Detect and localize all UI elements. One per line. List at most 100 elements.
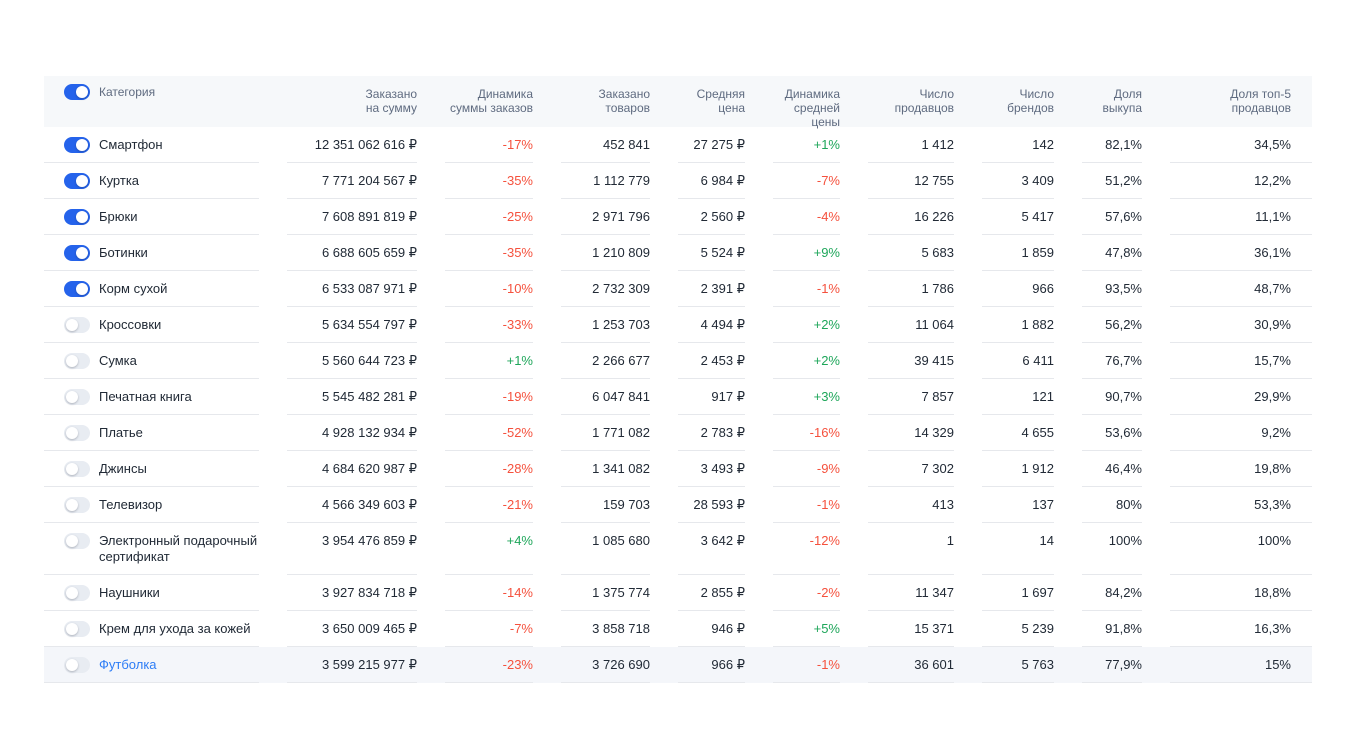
row-toggle[interactable] xyxy=(64,353,90,369)
column-header-top5-share[interactable]: Доля топ-5 продавцов xyxy=(1230,87,1291,115)
table-row: Телевизор 4 566 349 603 ₽ -21% 159 703 28 59… xyxy=(44,487,1312,523)
top5-share-cell: 53,3% xyxy=(1170,487,1312,523)
column-header-category-label: Категория xyxy=(99,85,156,99)
price-dynamics-cell: -12% xyxy=(773,523,840,575)
sellers-cell: 11 347 xyxy=(868,575,954,611)
sellers-cell: 39 415 xyxy=(868,343,954,379)
category-label[interactable]: Платье xyxy=(99,425,143,440)
top5-share-cell: 19,8% xyxy=(1170,451,1312,487)
category-label[interactable]: Джинсы xyxy=(99,461,147,476)
category-label[interactable]: Кроссовки xyxy=(99,317,162,332)
column-header-buyout-share[interactable]: Доля выкупа xyxy=(1102,87,1142,115)
sellers-cell: 1 786 xyxy=(868,271,954,307)
category-label[interactable]: Сумка xyxy=(99,353,137,368)
category-label[interactable]: Смартфон xyxy=(99,137,163,152)
category-label[interactable]: Электронный подарочный сертификат xyxy=(99,533,258,564)
buyout-share-cell: 90,7% xyxy=(1082,379,1142,415)
sellers-cell: 1 412 xyxy=(868,127,954,163)
row-toggle[interactable] xyxy=(64,621,90,637)
sellers-cell: 12 755 xyxy=(868,163,954,199)
table-row: Крем для ухода за кожей 3 650 009 465 ₽ -7… xyxy=(44,611,1312,647)
category-label[interactable]: Крем для ухода за кожей xyxy=(99,621,251,636)
column-header-sellers[interactable]: Число продавцов xyxy=(894,87,954,115)
brands-cell: 5 417 xyxy=(982,199,1054,235)
table-row: Электронный подарочный сертификат 3 954 4… xyxy=(44,523,1312,575)
column-header-sum-dynamics[interactable]: Динамика суммы заказов xyxy=(450,87,533,115)
toggle-knob xyxy=(66,427,78,439)
price-dynamics-cell: -1% xyxy=(773,487,840,523)
toggle-knob xyxy=(66,659,78,671)
category-label[interactable]: Брюки xyxy=(99,209,138,224)
avg-price-cell: 2 453 ₽ xyxy=(678,343,745,379)
table-header: Категория Заказано на сумму Динамика сум… xyxy=(44,76,1312,129)
price-dynamics-cell: -1% xyxy=(773,271,840,307)
ordered-sum-cell: 12 351 062 616 ₽ xyxy=(287,127,417,163)
row-toggle[interactable] xyxy=(64,317,90,333)
price-dynamics-cell: +9% xyxy=(773,235,840,271)
row-toggle[interactable] xyxy=(64,389,90,405)
ordered-sum-cell: 5 634 554 797 ₽ xyxy=(287,307,417,343)
sum-dynamics-cell: -7% xyxy=(445,611,533,647)
table-row: Брюки 7 608 891 819 ₽ -25% 2 971 796 2 560 ₽… xyxy=(44,199,1312,235)
category-cell: Футболка xyxy=(44,647,259,683)
price-dynamics-cell: +2% xyxy=(773,307,840,343)
category-label[interactable]: Печатная книга xyxy=(99,389,192,404)
top5-share-cell: 100% xyxy=(1170,523,1312,575)
top5-share-cell: 16,3% xyxy=(1170,611,1312,647)
ordered-items-cell: 1 085 680 xyxy=(561,523,650,575)
ordered-sum-cell: 3 650 009 465 ₽ xyxy=(287,611,417,647)
column-header-ordered-sum[interactable]: Заказано на сумму xyxy=(365,87,417,115)
row-toggle[interactable] xyxy=(64,137,90,153)
row-toggle[interactable] xyxy=(64,497,90,513)
buyout-share-cell: 57,6% xyxy=(1082,199,1142,235)
row-toggle[interactable] xyxy=(64,585,90,601)
ordered-items-cell: 3 858 718 xyxy=(561,611,650,647)
top5-share-cell: 9,2% xyxy=(1170,415,1312,451)
row-toggle[interactable] xyxy=(64,281,90,297)
category-cell: Печатная книга xyxy=(44,379,259,415)
category-label[interactable]: Ботинки xyxy=(99,245,148,260)
category-label[interactable]: Куртка xyxy=(99,173,140,188)
category-label[interactable]: Футболка xyxy=(99,657,157,672)
row-toggle[interactable] xyxy=(64,425,90,441)
column-header-brands[interactable]: Число брендов xyxy=(1007,87,1054,115)
sum-dynamics-cell: +4% xyxy=(445,523,533,575)
avg-price-cell: 2 391 ₽ xyxy=(678,271,745,307)
top5-share-cell: 15% xyxy=(1170,647,1312,683)
row-toggle[interactable] xyxy=(64,209,90,225)
category-cell: Крем для ухода за кожей xyxy=(44,611,259,647)
sum-dynamics-cell: -10% xyxy=(445,271,533,307)
sum-dynamics-cell: -17% xyxy=(445,127,533,163)
category-label[interactable]: Наушники xyxy=(99,585,160,600)
sellers-cell: 14 329 xyxy=(868,415,954,451)
ordered-sum-cell: 3 599 215 977 ₽ xyxy=(287,647,417,683)
table-row: Платье 4 928 132 934 ₽ -52% 1 771 082 2 783 … xyxy=(44,415,1312,451)
row-toggle[interactable] xyxy=(64,657,90,673)
row-toggle[interactable] xyxy=(64,173,90,189)
sellers-cell: 16 226 xyxy=(868,199,954,235)
avg-price-cell: 28 593 ₽ xyxy=(678,487,745,523)
buyout-share-cell: 80% xyxy=(1082,487,1142,523)
column-header-avg-price[interactable]: Средняя цена xyxy=(696,87,745,115)
buyout-share-cell: 91,8% xyxy=(1082,611,1142,647)
category-label[interactable]: Телевизор xyxy=(99,497,163,512)
avg-price-cell: 5 524 ₽ xyxy=(678,235,745,271)
column-header-category[interactable]: Категория xyxy=(44,76,259,127)
row-toggle[interactable] xyxy=(64,461,90,477)
column-header-ordered-items[interactable]: Заказано товаров xyxy=(598,87,650,115)
ordered-items-cell: 1 112 779 xyxy=(561,163,650,199)
select-all-toggle[interactable] xyxy=(64,84,90,100)
row-toggle[interactable] xyxy=(64,533,90,549)
column-header-price-dynamics[interactable]: Динамика средней цены xyxy=(784,87,840,129)
toggle-knob xyxy=(66,499,78,511)
row-toggle[interactable] xyxy=(64,245,90,261)
category-cell: Платье xyxy=(44,415,259,451)
sellers-cell: 7 302 xyxy=(868,451,954,487)
avg-price-cell: 3 642 ₽ xyxy=(678,523,745,575)
sellers-cell: 413 xyxy=(868,487,954,523)
category-label[interactable]: Корм сухой xyxy=(99,281,168,296)
avg-price-cell: 27 275 ₽ xyxy=(678,127,745,163)
ordered-items-cell: 159 703 xyxy=(561,487,650,523)
avg-price-cell: 917 ₽ xyxy=(678,379,745,415)
ordered-sum-cell: 5 560 644 723 ₽ xyxy=(287,343,417,379)
